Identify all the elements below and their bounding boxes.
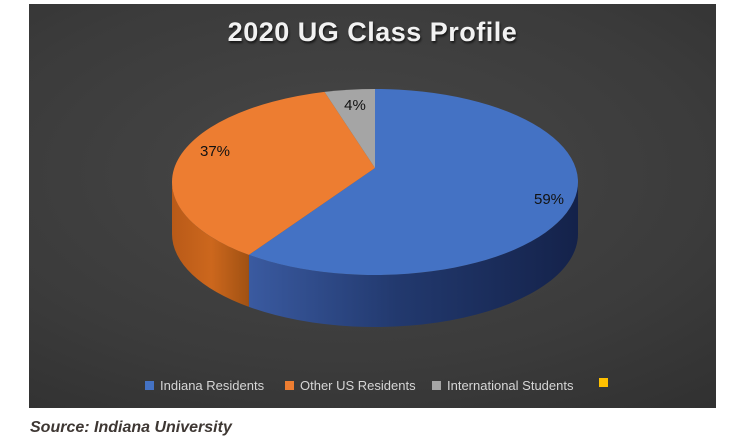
chart-title: 2020 UG Class Profile <box>227 17 518 47</box>
pie-slice-international <box>324 89 375 168</box>
pie-wall-indiana <box>248 182 579 327</box>
pie-data-label: 4% <box>344 97 366 114</box>
pie-chart-3d: 59% 37% 4% <box>171 89 579 327</box>
pie-slice-other-us <box>171 91 375 255</box>
pie-wall-other-us <box>172 182 249 307</box>
source-note: Source: Indiana University <box>30 419 232 436</box>
pie-data-label: 37% <box>200 143 230 160</box>
pie-slice-indiana <box>248 89 579 275</box>
chart-canvas: 2020 UG Class Profile 59% 37% 4% Indiana R… <box>29 4 716 408</box>
pie-data-label: 59% <box>534 191 564 208</box>
